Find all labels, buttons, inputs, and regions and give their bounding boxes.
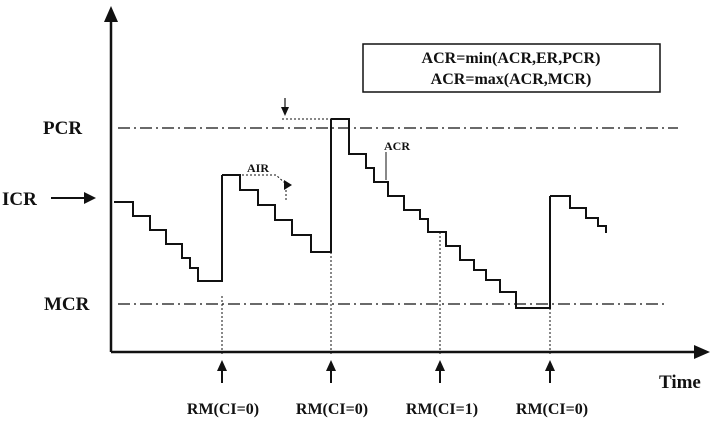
icr-arrowhead xyxy=(84,192,96,204)
acr-staircase-4 xyxy=(550,195,607,233)
pcr-label: PCR xyxy=(43,118,82,139)
acr-staircase-2 xyxy=(222,119,332,253)
rm-label-3: RM(CI=1) xyxy=(406,401,478,418)
air-annotation: AIR xyxy=(247,161,269,175)
rule-line-1: ACR=min(ACR,ER,PCR) xyxy=(422,50,601,67)
acr-staircase-3 xyxy=(331,118,551,309)
rm-arrow-4 xyxy=(545,360,555,383)
rm-label-4: RM(CI=0) xyxy=(516,401,588,418)
rm-arrow-2 xyxy=(326,360,336,383)
air-indicator xyxy=(222,174,287,185)
peak-arrowhead xyxy=(281,107,289,116)
rule-line-2: ACR=max(ACR,MCR) xyxy=(431,71,592,88)
y-axis-arrowhead xyxy=(104,6,118,22)
mcr-label: MCR xyxy=(44,294,90,315)
acr-annotation: ACR xyxy=(384,139,410,153)
rm-label-1: RM(CI=0) xyxy=(187,401,259,418)
time-label: Time xyxy=(659,372,701,393)
rm-arrow-3 xyxy=(435,360,445,383)
air-arrowhead xyxy=(284,180,292,190)
rule-box xyxy=(362,43,661,93)
x-axis-arrowhead xyxy=(694,345,710,359)
icr-label: ICR xyxy=(2,189,37,210)
rm-arrow-1 xyxy=(217,360,227,383)
acr-staircase-1 xyxy=(114,175,223,282)
rm-label-2: RM(CI=0) xyxy=(296,401,368,418)
